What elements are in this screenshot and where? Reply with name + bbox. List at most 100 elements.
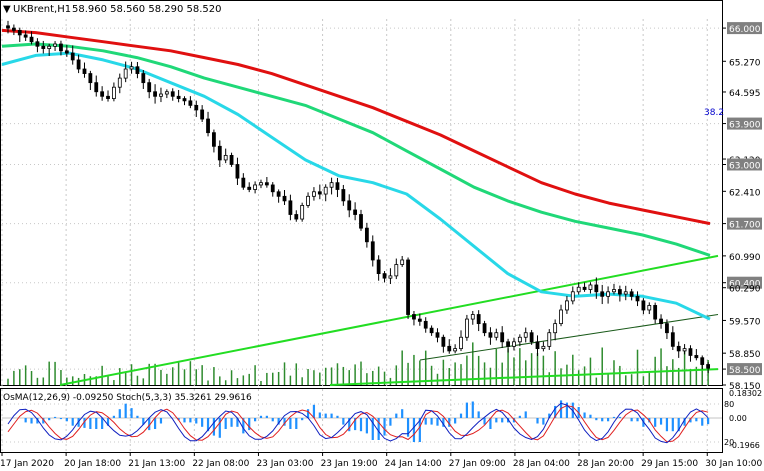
candle-body <box>406 259 410 315</box>
candle-body <box>270 184 275 193</box>
stoch-tick: 20 <box>724 438 734 447</box>
candle-body <box>553 323 558 334</box>
candle-body <box>359 214 363 229</box>
candle-body <box>606 291 610 297</box>
candle-body <box>517 336 522 343</box>
candle-body <box>617 289 622 295</box>
time-label: 20 Jan 18:00 <box>64 459 121 469</box>
candle-body <box>529 332 534 343</box>
indicator-label: OsMA(12,26,9) -0.09250 Stoch(5,3,3) 35.3… <box>3 393 252 403</box>
price-label: 62.410 <box>729 188 761 198</box>
candle-body <box>29 36 34 43</box>
candle-body <box>612 289 616 293</box>
candle-body <box>547 332 552 347</box>
candle-body <box>441 336 446 347</box>
candle-body <box>388 275 393 279</box>
candle-body <box>429 327 434 334</box>
level-label-bg <box>727 22 762 35</box>
candle-body <box>512 341 516 347</box>
price-label: 60.990 <box>729 253 761 263</box>
moving-averages <box>1 28 711 321</box>
candle-body <box>223 154 228 161</box>
candle-body <box>282 195 287 202</box>
price-label-highlight: 66.000 <box>729 25 761 35</box>
chart-symbol: UKBrent,H1 <box>13 4 71 15</box>
candle-body <box>412 314 416 320</box>
osma-tick: 0.00 <box>729 414 747 423</box>
price-label-highlight: 63.000 <box>729 161 761 171</box>
candle-body <box>82 68 87 74</box>
candle-body <box>417 318 422 322</box>
candle-body <box>11 27 16 31</box>
candle-body <box>129 66 134 70</box>
candle-body <box>682 348 687 352</box>
candle-body <box>159 93 163 97</box>
price-label: 58.850 <box>729 350 761 360</box>
uptrend-line <box>59 254 719 386</box>
time-label: 23 Jan 19:00 <box>321 459 378 469</box>
candle-body <box>17 29 22 36</box>
osma-tick: -0.1966 <box>729 441 760 450</box>
candle-body <box>106 95 110 99</box>
candle-body <box>423 320 428 329</box>
candle-body <box>70 52 75 61</box>
candle-body <box>6 25 10 29</box>
level-label-bg <box>727 158 762 171</box>
candle-body <box>212 132 216 147</box>
candle-body <box>259 182 263 186</box>
level-label-bg <box>727 117 762 130</box>
candle-body <box>123 68 128 79</box>
price-label: 59.570 <box>729 317 761 327</box>
candle-body <box>135 66 140 74</box>
volume-bars <box>7 342 709 385</box>
candle-body <box>347 200 352 211</box>
candle-body <box>153 91 157 97</box>
price-label: 60.290 <box>729 285 761 295</box>
candle-body <box>476 314 481 325</box>
price-axis: 66.00065.27064.59563.90063.12063.00062.4… <box>722 22 762 392</box>
candle-body <box>335 182 340 190</box>
candle-body <box>59 43 63 52</box>
candle-body <box>635 295 640 302</box>
candle-body <box>247 186 252 190</box>
candle-body <box>341 189 346 202</box>
candle-body <box>176 95 181 99</box>
menu-arrow-icon[interactable]: ▼ <box>3 4 11 15</box>
candle-body <box>294 214 299 220</box>
candle-body <box>647 305 652 311</box>
candle-body <box>506 341 510 347</box>
candle-body <box>665 323 669 334</box>
candle-body <box>329 182 334 188</box>
candle-body <box>470 314 475 320</box>
candle-body <box>676 345 681 352</box>
candle-body <box>653 305 658 320</box>
candle-body <box>582 286 587 290</box>
candle-body <box>117 77 122 88</box>
candle-body <box>206 118 210 134</box>
time-label: 24 Jan 14:00 <box>385 459 442 469</box>
candle-body <box>500 332 505 343</box>
time-label: 22 Jan 08:00 <box>192 459 249 469</box>
candle-body <box>147 82 152 93</box>
candle-body <box>229 154 234 165</box>
candle-body <box>76 59 81 70</box>
candle-body <box>35 41 40 47</box>
candle-body <box>235 164 240 179</box>
ema-green-line <box>1 42 711 257</box>
time-axis: 17 Jan 2020 20 Jan 18:00 21 Jan 13:00 22 Ja… <box>0 452 763 469</box>
candle-body <box>464 318 469 338</box>
channel-line <box>419 314 719 361</box>
candle-body <box>588 284 593 290</box>
candle-body <box>700 357 705 365</box>
candle-body <box>47 45 52 49</box>
time-label: 29 Jan 15:00 <box>641 459 698 469</box>
candle-body <box>629 291 634 297</box>
candle-body <box>694 355 699 359</box>
candle-body <box>370 241 375 261</box>
candle-body <box>253 184 258 190</box>
candle-body <box>53 43 57 47</box>
price-label: 65.270 <box>729 58 761 68</box>
level-label-bg <box>727 276 762 289</box>
candle-body <box>559 309 563 325</box>
